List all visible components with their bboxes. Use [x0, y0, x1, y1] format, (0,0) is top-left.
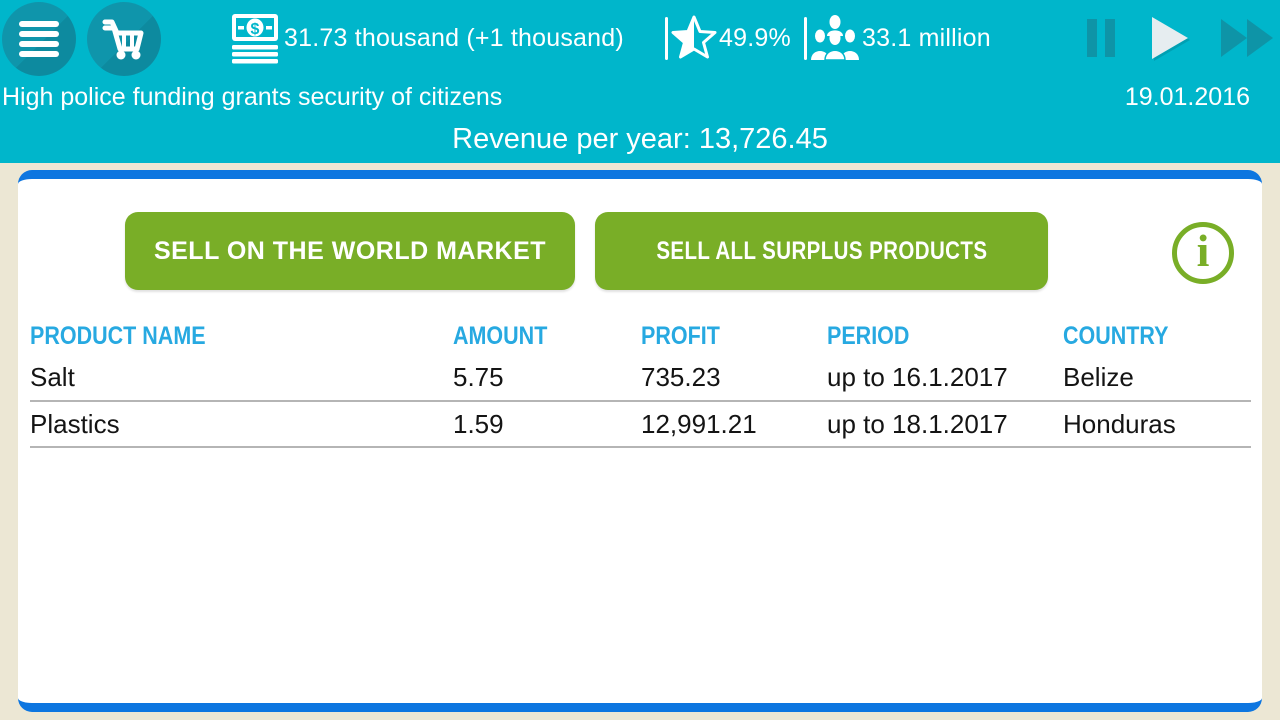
population-people-icon	[810, 12, 860, 62]
current-date: 19.01.2016	[1124, 83, 1250, 111]
info-button[interactable]: i	[1172, 222, 1234, 284]
shopping-cart-icon	[101, 16, 147, 62]
play-button[interactable]	[1150, 15, 1190, 61]
hamburger-icon	[18, 18, 60, 60]
stat-separator	[665, 17, 668, 60]
market-button[interactable]	[87, 2, 161, 76]
sell-world-market-label: SELL ON THE WORLD MARKET	[153, 236, 547, 265]
fast-forward-button[interactable]	[1221, 19, 1273, 57]
table-row[interactable]: Plastics 1.59 12,991.21 up to 18.1.2017 …	[30, 401, 1251, 448]
play-icon	[1152, 17, 1188, 59]
rating-value: 49.9%	[719, 24, 791, 52]
revenue-per-year: Revenue per year: 13,726.45	[452, 123, 828, 155]
sell-world-market-button[interactable]: SELL ON THE WORLD MARKET	[125, 212, 575, 290]
fast-forward-icon	[1221, 19, 1273, 57]
cell-product-name: Salt	[30, 355, 453, 402]
pause-icon	[1087, 19, 1115, 57]
cell-amount: 1.59	[453, 401, 641, 448]
header-profit: PROFIT	[641, 321, 720, 350]
cell-amount: 5.75	[453, 355, 641, 402]
cell-period: up to 18.1.2017	[827, 401, 1063, 448]
population-value: 33.1 million	[862, 24, 991, 52]
cell-profit: 735.23	[641, 355, 827, 402]
sell-all-surplus-button[interactable]: SELL ALL SURPLUS PRODUCTS	[595, 212, 1048, 290]
money-value: 31.73 thousand (+1 thousand)	[284, 24, 624, 52]
table-row[interactable]: Salt 5.75 735.23 up to 16.1.2017 Belize	[30, 355, 1251, 402]
header-period: PERIOD	[827, 321, 910, 350]
news-headline: High police funding grants security of c…	[2, 83, 503, 111]
info-icon: i	[1196, 225, 1210, 276]
table-header-row: PRODUCT NAME AMOUNT PROFIT PERIOD COUNTR…	[30, 317, 1251, 355]
pause-button[interactable]	[1087, 19, 1115, 57]
trade-panel: SELL ON THE WORLD MARKET SELL ALL SURPLU…	[18, 170, 1262, 712]
header-amount: AMOUNT	[453, 321, 548, 350]
sell-all-surplus-label: SELL ALL SURPLUS PRODUCTS	[655, 236, 988, 265]
stat-separator	[804, 17, 807, 60]
rating-half-star-icon	[671, 14, 717, 60]
svg-text:$: $	[251, 21, 260, 38]
header-country: COUNTRY	[1063, 321, 1169, 350]
cell-country: Honduras	[1063, 401, 1251, 448]
products-table: PRODUCT NAME AMOUNT PROFIT PERIOD COUNTR…	[30, 317, 1251, 448]
top-status-bar: $ 31.73 thousand (+1 thousand) 49.9%	[0, 0, 1280, 163]
header-product-name: PRODUCT NAME	[30, 321, 206, 350]
cell-period: up to 16.1.2017	[827, 355, 1063, 402]
cell-profit: 12,991.21	[641, 401, 827, 448]
menu-button[interactable]	[2, 2, 76, 76]
cell-country: Belize	[1063, 355, 1251, 402]
cell-product-name: Plastics	[30, 401, 453, 448]
money-icon: $	[231, 13, 279, 65]
